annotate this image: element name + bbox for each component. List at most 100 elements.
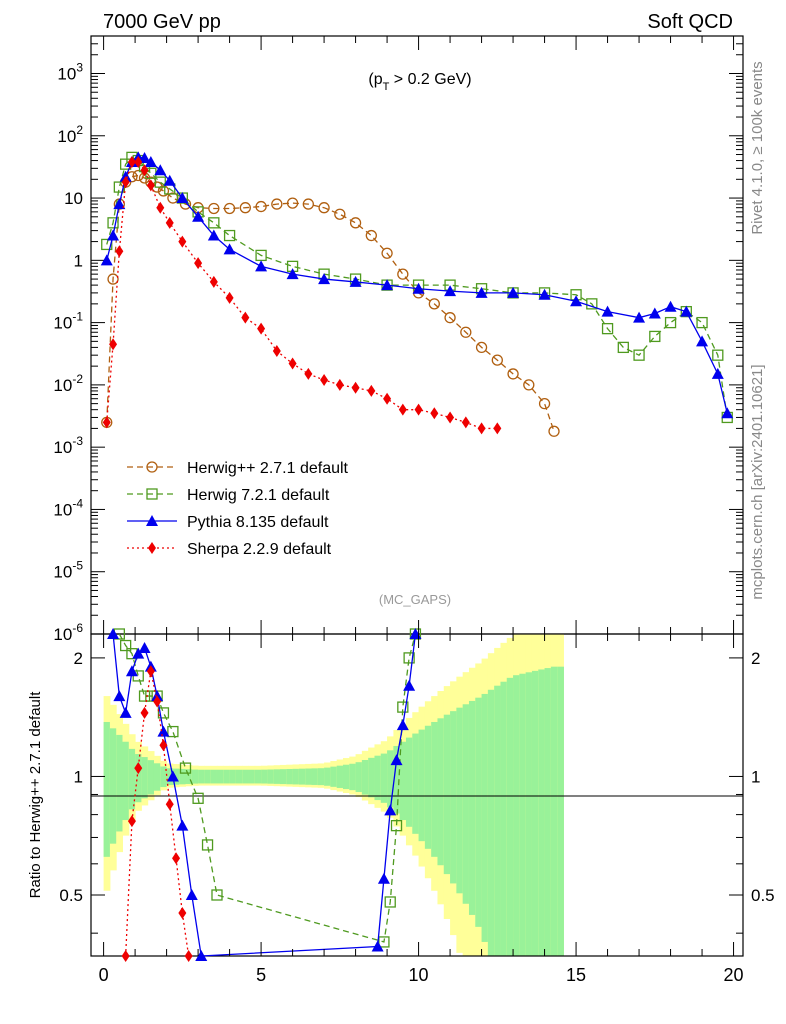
main-series-point [397, 268, 409, 280]
ratio-band-green [172, 768, 180, 785]
ratio-band-green [216, 769, 224, 784]
main-series-point [444, 285, 457, 297]
main-series-point [381, 247, 393, 259]
ratio-band-green [500, 681, 508, 956]
main-series-point [100, 254, 113, 266]
ratio-tick-label-left: 0.5 [59, 886, 83, 905]
ratio-series-point [119, 639, 132, 652]
ratio-series-point [195, 950, 208, 961]
ratio-band-green [109, 728, 117, 844]
main-series-point [207, 229, 220, 241]
main-series-point [138, 151, 151, 163]
main-series-point [156, 201, 165, 214]
main-series-point [165, 216, 174, 229]
legend-label: Sherpa 2.2.9 default [187, 541, 332, 558]
side-label-rivet: Rivet 4.1.0, ≥ 100k events [749, 61, 766, 234]
ratio-band-green [437, 718, 445, 866]
main-series-point [712, 349, 724, 361]
ratio-band-green [468, 700, 476, 915]
ratio-band-green [462, 704, 470, 904]
main-series-point [398, 403, 407, 416]
main-series-point [223, 229, 236, 242]
ratio-series-point [127, 815, 136, 828]
main-series-point [304, 367, 313, 380]
ratio-band-green [286, 769, 294, 785]
main-series-point [176, 192, 189, 204]
main-series-point [430, 407, 439, 420]
y-tick-label: 10-3 [53, 434, 83, 457]
ratio-series-point [157, 707, 170, 719]
ratio-series-point [157, 725, 170, 737]
ratio-band-green [550, 666, 558, 956]
ratio-series-point [176, 819, 189, 831]
ratio-band-green [418, 729, 426, 842]
ratio-band-green [475, 697, 483, 927]
y-tick-label: 10-6 [53, 621, 83, 644]
y-tick-label: 10-4 [53, 496, 83, 519]
ratio-band-green [317, 768, 325, 786]
legend: Herwig++ 2.7.1 default Herwig 7.2.1 defau… [127, 460, 349, 558]
ratio-series-point [146, 665, 155, 678]
main-series-point [286, 197, 299, 209]
ratio-band-green [273, 769, 281, 784]
ratio-band-green [122, 741, 130, 821]
main-series-point [648, 307, 661, 319]
main-series-point [586, 298, 598, 310]
ratio-series-point [192, 792, 204, 804]
ratio-band-green [450, 711, 457, 884]
ratio-band-green [292, 768, 300, 785]
ratio-tick-label-left: 1 [74, 767, 83, 786]
watermark: (MC_GAPS) [379, 592, 451, 607]
ratio-band-green [481, 693, 489, 942]
main-series-point [601, 305, 614, 317]
ratio-series-point [201, 839, 214, 851]
main-series-point [272, 345, 281, 358]
main-series-point [365, 229, 377, 242]
main-series-point [127, 155, 136, 168]
ratio-bands [103, 634, 564, 956]
main-series-point [570, 295, 583, 307]
legend-marker [148, 542, 156, 554]
main-series-point [412, 282, 425, 294]
main-series-point [493, 422, 502, 435]
ratio-series-point [140, 706, 149, 719]
ratio-series-point [179, 762, 192, 774]
ratio-band-green [267, 769, 275, 784]
main-series-line [106, 174, 555, 432]
ratio-band-green [506, 677, 514, 956]
ratio-series-point [138, 641, 151, 653]
y-tick-label: 10-5 [53, 559, 83, 582]
ratio-band-green [135, 754, 142, 803]
y-tick-label: 10-1 [53, 310, 83, 333]
ratio-band-green [298, 768, 306, 785]
main-series-point [157, 185, 170, 197]
legend-marker [146, 461, 158, 473]
main-series-point [115, 245, 124, 258]
main-series-point [107, 217, 119, 229]
main-series-point [102, 416, 111, 429]
ratio-series-point [153, 695, 162, 708]
y-tick-label: 103 [57, 60, 83, 83]
ratio-series-point [121, 950, 130, 962]
main-series-point [225, 291, 234, 304]
ratio-series-point [390, 820, 403, 832]
legend-label: Herwig 7.2.1 default [187, 487, 330, 504]
ratio-band-green [279, 769, 287, 785]
ratio-band-green [374, 755, 382, 801]
ratio-tick-label-right: 2 [751, 649, 760, 668]
ratio-series-point [107, 628, 120, 639]
y-tick-label: 10 [64, 189, 83, 208]
main-series-point [223, 243, 236, 255]
ratio-series-line [124, 671, 190, 957]
main-series-point [460, 326, 472, 338]
main-series-point [428, 298, 440, 310]
ratio-band-green [399, 741, 407, 821]
main-series-point [349, 217, 362, 229]
main-series-point [523, 379, 535, 391]
main-series-point [113, 198, 126, 210]
main-series-point [154, 176, 166, 188]
ratio-band-green [191, 769, 199, 784]
ratio-band-green [349, 763, 357, 791]
main-series-point [649, 330, 661, 343]
